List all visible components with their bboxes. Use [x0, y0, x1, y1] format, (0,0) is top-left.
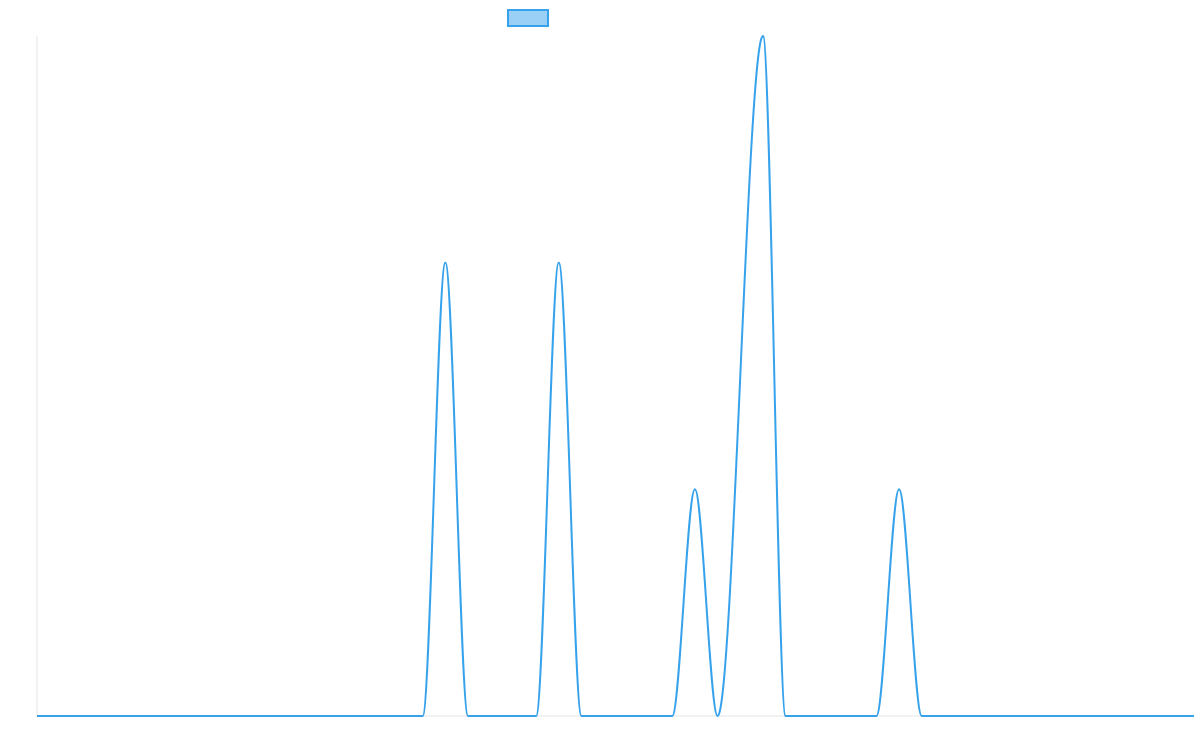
- series-layer: [37, 34, 1194, 718]
- series-line-0: [37, 34, 1194, 718]
- legend[interactable]: [507, 9, 549, 27]
- axes: [36, 36, 1194, 717]
- legend-swatch[interactable]: [507, 9, 549, 27]
